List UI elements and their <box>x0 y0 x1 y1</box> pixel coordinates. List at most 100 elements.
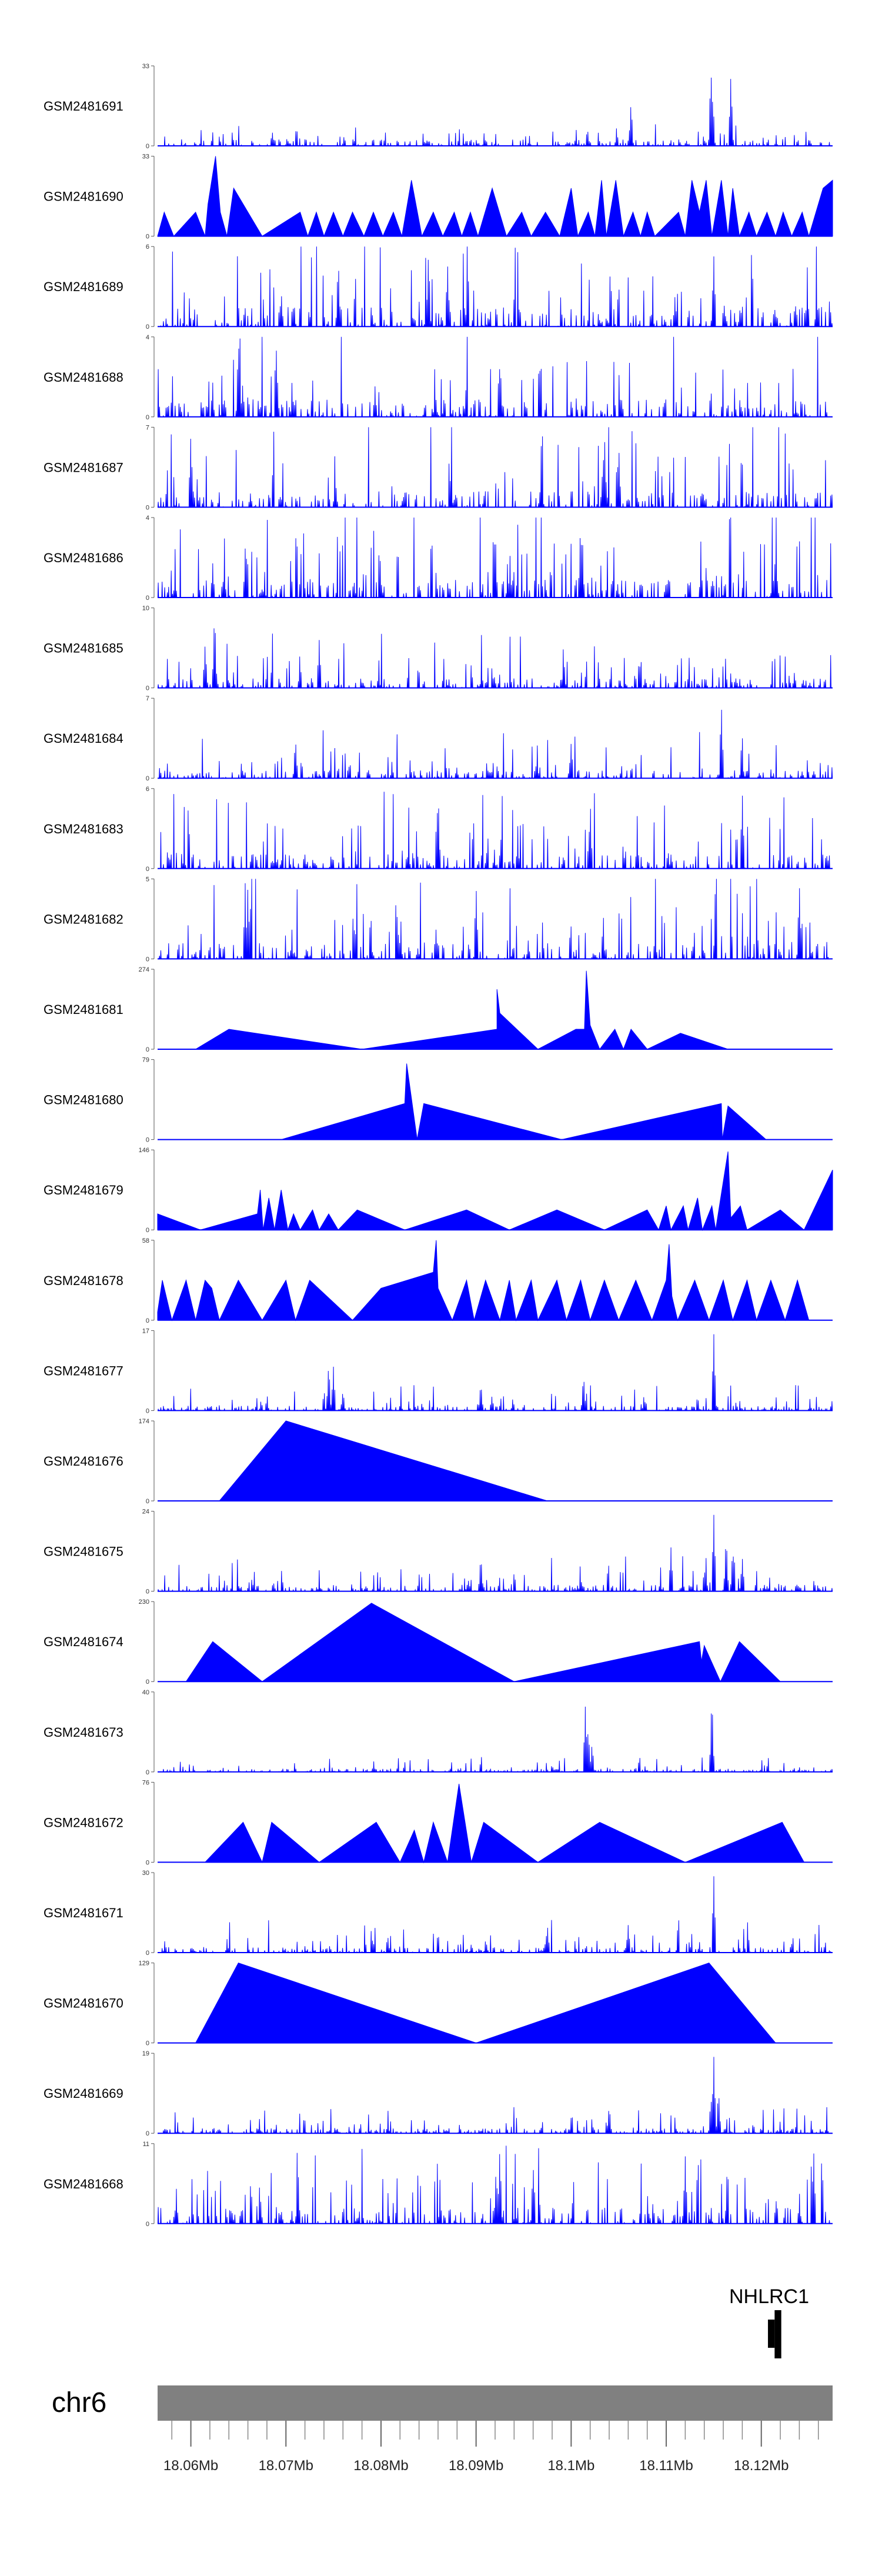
y-min-label: 0 <box>146 504 149 511</box>
track-GSM2481673: GSM2481673 40 0 <box>44 1689 833 1776</box>
x-tick-label: 18.09Mb <box>449 2458 503 2474</box>
y-min-label: 0 <box>146 2221 149 2228</box>
y-min-label: 0 <box>146 1859 149 1866</box>
y-min-label: 0 <box>146 323 149 331</box>
axis-ticks: 18.06Mb 18.07Mb 18.08Mb 18.09Mb 18.1Mb 18.11M… <box>163 2421 819 2474</box>
track-GSM2481687: GSM2481687 7 0 <box>44 424 833 511</box>
y-max-label: 24 <box>142 1509 149 1516</box>
coverage-area <box>158 879 833 959</box>
y-min-label: 0 <box>146 956 149 963</box>
y-max-label: 274 <box>139 966 149 973</box>
track-GSM2481680: GSM2481680 79 0 <box>44 1057 833 1144</box>
y-min-label: 0 <box>146 866 149 873</box>
track-label: GSM2481679 <box>44 1183 123 1197</box>
track-GSM2481670: GSM2481670 129 0 <box>44 1960 833 2047</box>
gene-body <box>768 2310 781 2358</box>
chromosome-label: chr6 <box>52 2387 106 2418</box>
y-max-label: 129 <box>139 1960 149 1967</box>
y-min-label: 0 <box>146 1679 149 1686</box>
track-GSM2481682: GSM2481682 5 0 <box>44 876 833 963</box>
y-max-label: 10 <box>142 605 149 612</box>
track-GSM2481681: GSM2481681 274 0 <box>44 966 833 1053</box>
y-min-label: 0 <box>146 414 149 421</box>
coverage-area <box>157 1240 810 1322</box>
y-min-label: 0 <box>146 1589 149 1596</box>
y-min-label: 0 <box>146 1046 149 1053</box>
y-max-label: 7 <box>146 424 149 431</box>
track-GSM2481683: GSM2481683 6 0 <box>44 786 833 873</box>
track-label: GSM2481668 <box>44 2177 123 2191</box>
y-max-label: 174 <box>139 1418 149 1425</box>
track-label: GSM2481686 <box>44 550 123 565</box>
y-max-label: 40 <box>142 1689 149 1696</box>
track-label: GSM2481680 <box>44 1093 123 1107</box>
y-max-label: 4 <box>146 515 149 522</box>
coverage-area <box>157 1514 833 1592</box>
track-label: GSM2481682 <box>44 912 123 926</box>
y-min-label: 0 <box>146 143 149 150</box>
x-tick-label: 18.12Mb <box>734 2458 789 2474</box>
y-max-label: 33 <box>142 154 149 161</box>
y-min-label: 0 <box>146 1769 149 1776</box>
coverage-area <box>158 246 833 327</box>
y-max-label: 4 <box>146 334 149 341</box>
track-GSM2481677: GSM2481677 17 0 <box>44 1327 833 1414</box>
x-tick-label: 18.07Mb <box>259 2458 313 2474</box>
y-min-label: 0 <box>146 2040 149 2047</box>
coverage-area <box>158 792 833 869</box>
coverage-area <box>204 1784 805 1864</box>
y-min-label: 0 <box>146 1407 149 1414</box>
coverage-area <box>158 1876 833 1953</box>
y-min-label: 0 <box>146 1137 149 1144</box>
chromosome-axis: chr6 18.06Mb 18.07Mb 18.08Mb 18.09Mb 18.1Mb 1… <box>52 2385 833 2474</box>
track-label: GSM2481681 <box>44 1002 123 1017</box>
track-label: GSM2481678 <box>44 1273 123 1288</box>
coverage-area <box>157 517 833 598</box>
coverage-area <box>281 1063 767 1140</box>
track-label: GSM2481687 <box>44 460 123 475</box>
track-label: GSM2481690 <box>44 189 123 204</box>
track-label: GSM2481671 <box>44 1906 123 1920</box>
coverage-area <box>157 628 833 689</box>
x-tick-label: 18.11Mb <box>639 2458 693 2474</box>
y-min-label: 0 <box>146 1227 149 1234</box>
coverage-area <box>157 1334 833 1411</box>
track-GSM2481691: GSM2481691 33 0 <box>44 63 833 150</box>
y-max-label: 30 <box>142 1870 149 1877</box>
y-max-label: 79 <box>142 1057 149 1064</box>
coverage-area <box>157 336 833 418</box>
track-GSM2481684: GSM2481684 7 0 <box>44 695 833 782</box>
track-label: GSM2481688 <box>44 370 123 385</box>
track-label: GSM2481673 <box>44 1725 123 1740</box>
gene-label: NHLRC1 <box>729 2285 809 2308</box>
gene-exon <box>774 2310 781 2358</box>
y-min-label: 0 <box>146 685 149 692</box>
coverage-area <box>194 970 729 1050</box>
gene-annotation: NHLRC1 <box>729 2285 809 2358</box>
x-tick-label: 18.1Mb <box>547 2458 594 2474</box>
y-max-label: 58 <box>142 1237 149 1244</box>
chromosome-band <box>158 2385 833 2421</box>
track-label: GSM2481685 <box>44 641 123 656</box>
x-tick-label: 18.06Mb <box>163 2458 218 2474</box>
track-label: GSM2481674 <box>44 1634 123 1649</box>
track-GSM2481688: GSM2481688 4 0 <box>44 334 833 421</box>
track-GSM2481676: GSM2481676 174 0 <box>44 1418 833 1505</box>
y-min-label: 0 <box>146 1950 149 1957</box>
y-max-label: 5 <box>146 876 149 883</box>
y-min-label: 0 <box>146 2130 149 2137</box>
track-label: GSM2481675 <box>44 1544 123 1559</box>
track-label: GSM2481670 <box>44 1996 123 2011</box>
track-label: GSM2481669 <box>44 2086 123 2101</box>
y-max-label: 6 <box>146 243 149 251</box>
track-GSM2481671: GSM2481671 30 0 <box>44 1870 833 1957</box>
y-max-label: 7 <box>146 695 149 702</box>
coverage-area <box>158 2057 833 2134</box>
y-min-label: 0 <box>146 775 149 782</box>
coverage-area <box>157 156 833 238</box>
track-label: GSM2481691 <box>44 99 123 114</box>
track-GSM2481679: GSM2481679 146 0 <box>44 1147 833 1234</box>
track-GSM2481668: GSM2481668 11 0 <box>44 2141 833 2228</box>
y-max-label: 11 <box>143 2141 149 2148</box>
